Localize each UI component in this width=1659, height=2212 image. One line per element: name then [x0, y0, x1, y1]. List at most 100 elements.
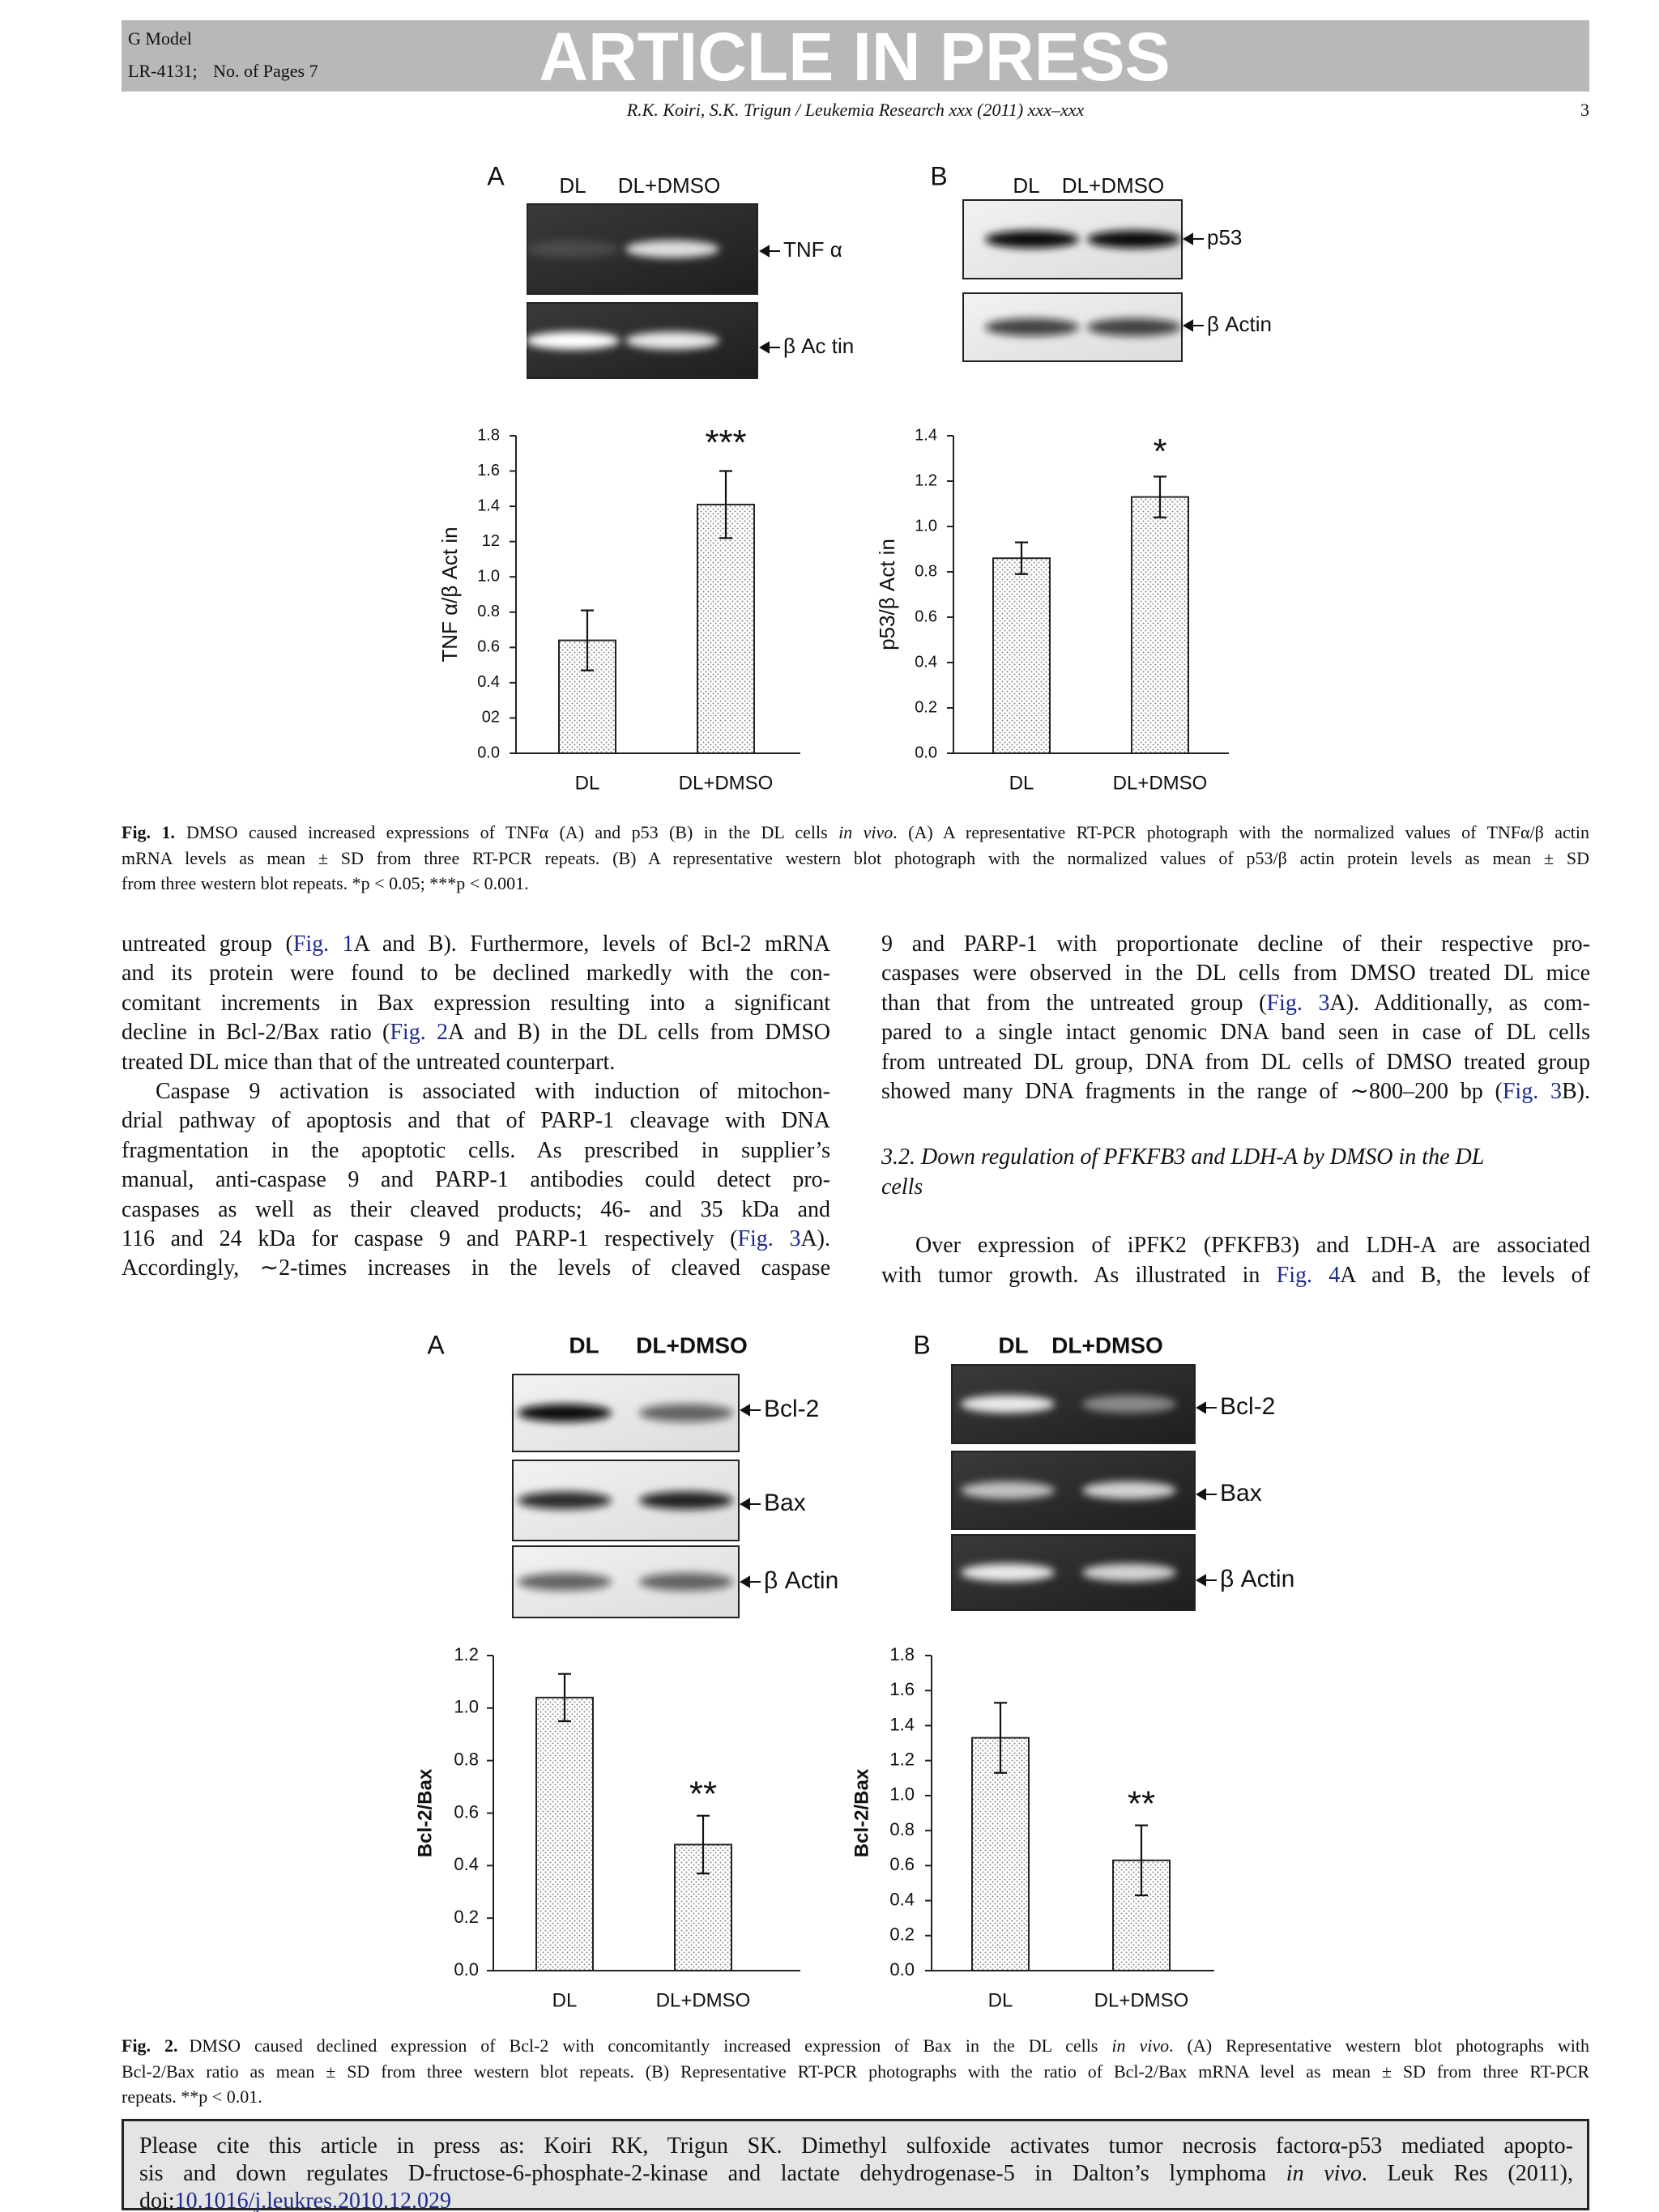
body-line: 116 and 24 kDa for caspase 9 and PARP-1 … [122, 1225, 830, 1254]
caption-line: from three western blot repeats. *p < 0.… [122, 873, 529, 893]
link[interactable]: Fig. 3 [1266, 990, 1330, 1016]
bar [971, 1737, 1030, 1972]
link[interactable]: Fig. 3 [1502, 1079, 1562, 1104]
y-tick-label: 1.6 [477, 462, 500, 479]
caption-label: Fig. 1. [122, 822, 175, 842]
text-run: decline in Bcl-2/Bax ratio ( [122, 1020, 390, 1046]
y-tick-label: 12 [482, 532, 500, 550]
blot-label: Bax [1220, 1480, 1262, 1507]
citation-line: doi:10.1016/j.leukres.2010.12.029 [139, 2188, 1573, 2212]
x-tick-label: DL [1009, 772, 1034, 794]
lane-label: DL+DMSO [636, 1332, 748, 1357]
label-arrow [740, 1575, 761, 1588]
panel-letter: B [930, 161, 947, 190]
bar [1131, 496, 1189, 754]
body-line: and its protein were found to be decline… [122, 961, 830, 987]
body-line: with tumor growth. As illustrated in Fig… [881, 1261, 1590, 1290]
text-run: doi: [139, 2189, 175, 2212]
lane-label: DL+DMSO [618, 173, 720, 198]
text-run: with tumor growth. As illustrated in [881, 1263, 1277, 1288]
y-tick-label: 1.4 [477, 497, 500, 514]
article-info: LR-4131; No. of Pages 7 [128, 60, 318, 83]
y-tick-label: 0.4 [454, 1854, 479, 1874]
y-tick-label: 1.2 [889, 1749, 915, 1769]
y-tick-label: 0.0 [889, 1959, 915, 1980]
caption-line: Bcl-2/Bax ratio as mean ± SD from three … [122, 2061, 1589, 2082]
label-arrow [740, 1498, 761, 1511]
model: G Model [128, 28, 192, 49]
link[interactable]: Fig. 1 [292, 931, 354, 957]
blot-band [985, 318, 1079, 336]
bar [992, 557, 1051, 755]
y-tick-label: 1.2 [915, 471, 937, 489]
x-tick-label: DL [575, 772, 600, 794]
label-arrow [1196, 1574, 1217, 1587]
x-tick-label: DL+DMSO [679, 772, 774, 794]
body-line: Over expression of iPFK2 (PFKFB3) and LD… [915, 1233, 1590, 1258]
body-line: showed many DNA fragments in the range o… [881, 1077, 1590, 1106]
blot-band [1082, 1395, 1176, 1413]
significance: *** [705, 423, 746, 462]
y-tick-label: 1.4 [915, 426, 937, 444]
caption-label: Fig. 2. [122, 2035, 178, 2056]
panel-letter: B [913, 1330, 930, 1359]
citation-box [122, 2119, 1589, 2210]
body-line: untreated group (Fig. 1A and B). Further… [122, 930, 830, 959]
label-arrow [1183, 319, 1204, 332]
text-run: 116 and 24 kDa for caspase 9 and PARP-1 … [122, 1226, 738, 1251]
blot-label: Bcl-2 [1220, 1393, 1275, 1420]
section-heading: 3.2. Down regulation of PFKFB3 and LDH-A… [881, 1144, 1485, 1170]
lane-label: DL [569, 1332, 599, 1357]
blot-band [985, 230, 1079, 249]
blot-band [625, 240, 719, 258]
y-tick-label: 0.6 [915, 607, 937, 625]
x-tick-label: DL+DMSO [1094, 1989, 1189, 2011]
emphasis: in vivo [1111, 2035, 1170, 2056]
link[interactable]: Fig. 3 [737, 1226, 801, 1251]
link[interactable]: Fig. 2 [390, 1020, 448, 1046]
blot-band [961, 1481, 1055, 1499]
label-arrow [759, 245, 780, 258]
body-line: from untreated DL group, DNA from DL cel… [881, 1049, 1590, 1075]
text-run: than that from the untreated group ( [881, 990, 1267, 1016]
link[interactable]: 10.1016/j.leukres.2010.12.029 [174, 2189, 451, 2212]
significance: * [1153, 432, 1166, 471]
blot-band [1082, 1563, 1176, 1582]
bar [697, 503, 755, 755]
blot-band [639, 1404, 733, 1422]
y-tick-label: 1.0 [477, 568, 500, 586]
y-tick-label: 0.0 [477, 744, 500, 761]
page-count: No. of Pages 7 [213, 61, 318, 81]
label-arrow [1196, 1488, 1217, 1501]
y-tick-label: 0.6 [454, 1801, 479, 1822]
caption-line: mRNA levels as mean ± SD from three RT-P… [122, 847, 1589, 868]
blot-label: Bcl-2 [764, 1396, 819, 1422]
y-tick-label: 0.0 [454, 1959, 479, 1980]
panel-letter: A [487, 161, 505, 190]
y-tick-label: 0.6 [889, 1854, 915, 1874]
y-axis-label: TNF α/β Act in [437, 526, 462, 662]
blot-band [1087, 230, 1181, 249]
y-tick-label: 1.4 [889, 1714, 915, 1734]
text-run: A and B, the levels of [1340, 1263, 1590, 1288]
x-tick-label: DL+DMSO [656, 1989, 751, 2011]
y-tick-label: 0.6 [477, 638, 500, 656]
blot-band [518, 1573, 612, 1591]
blot-band [526, 331, 620, 350]
y-tick-label: 0.0 [915, 744, 937, 761]
blot-label: β Actin [1220, 1566, 1294, 1592]
label-arrow [740, 1404, 761, 1417]
y-tick-label: 0.8 [889, 1819, 915, 1839]
link[interactable]: Fig. 4 [1276, 1263, 1341, 1288]
blot-band [518, 1404, 612, 1422]
blot-label: p53 [1207, 225, 1242, 249]
lane-label: DL+DMSO [1062, 173, 1164, 198]
emphasis: in vivo [838, 822, 893, 842]
y-tick-label: 1.8 [889, 1644, 915, 1664]
body-line: drial pathway of apoptosis and that of P… [122, 1108, 830, 1134]
blot-band [1082, 1481, 1176, 1499]
y-tick-label: 0.8 [477, 603, 500, 620]
caption-line: Fig. 1. DMSO caused increased expressions… [122, 820, 1589, 845]
y-tick-label: 0.4 [915, 653, 937, 671]
